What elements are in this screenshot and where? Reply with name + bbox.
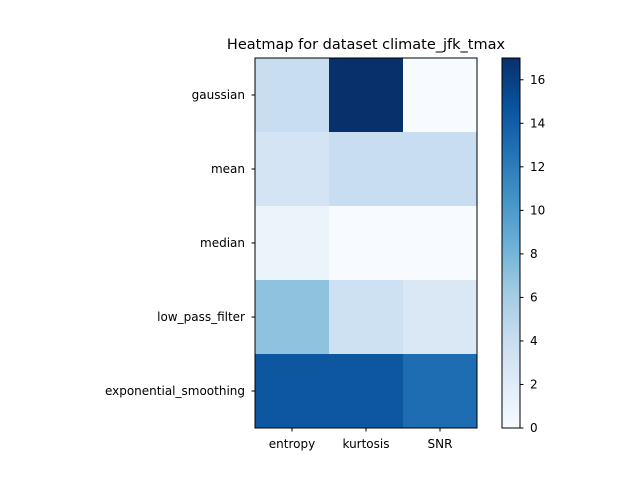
x-tick-label: kurtosis [342,437,389,451]
colorbar-tick-label: 4 [530,334,538,348]
heatmap-cell-low_pass_filter-SNR [403,280,478,355]
heatmap-cell-exponential_smoothing-kurtosis [329,354,404,429]
colorbar-tick-label: 0 [530,421,538,435]
colorbar-tick-label: 8 [530,247,538,261]
heatmap-cell-mean-SNR [403,132,478,207]
y-tick-label: gaussian [192,88,245,102]
colorbar-tick-label: 12 [530,160,545,174]
y-tick-label: low_pass_filter [157,310,245,324]
heatmap-cell-median-SNR [403,206,478,281]
heatmap-cell-exponential_smoothing-entropy [255,354,330,429]
x-tick-label: SNR [428,437,453,451]
heatmap-cell-low_pass_filter-entropy [255,280,330,355]
heatmap-cell-mean-kurtosis [329,132,404,207]
y-tick-label: exponential_smoothing [105,384,245,398]
x-tick-label: entropy [269,437,315,451]
y-tick-label: median [200,236,245,250]
colorbar-tick-label: 14 [530,116,545,130]
colorbar-tick-label: 6 [530,290,538,304]
heatmap-cell-mean-entropy [255,132,330,207]
heatmap-cell-median-entropy [255,206,330,281]
x-axis: entropy kurtosis SNR [269,428,453,451]
heatmap-cells [255,58,478,429]
colorbar [501,57,521,429]
heatmap-cell-low_pass_filter-kurtosis [329,280,404,355]
y-axis: gaussian mean median low_pass_filterexponen… [105,88,255,398]
heatmap-cell-exponential_smoothing-SNR [403,354,478,429]
heatmap-cell-gaussian-kurtosis [329,58,404,133]
colorbar-tick-label: 10 [530,203,545,217]
colorbar-axis: 0 2 4 6 8 10 12 14 16 [520,73,545,435]
y-tick-label: mean [211,162,245,176]
heatmap-cell-gaussian-SNR [403,58,478,133]
chart-title: Heatmap for dataset climate_jfk_tmax [227,37,506,53]
colorbar-tick-label: 2 [530,377,538,391]
heatmap-cell-gaussian-entropy [255,58,330,133]
colorbar-tick-label: 16 [530,73,545,87]
heatmap-cell-median-kurtosis [329,206,404,281]
